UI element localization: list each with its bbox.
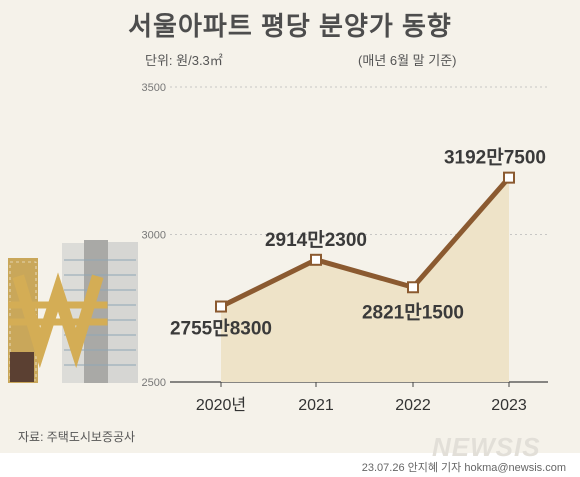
x-tick-label: 2020년 — [196, 396, 246, 414]
chart-title: 서울아파트 평당 분양가 동향 — [128, 11, 452, 41]
basis-note: (매년 6월 말 기준) — [358, 53, 457, 68]
data-point — [407, 281, 419, 294]
x-tick-label: 2021 — [298, 397, 334, 414]
data-label: 3192만7500 — [444, 147, 546, 169]
data-label: 2755만8300 — [170, 318, 272, 340]
data-point — [503, 171, 515, 184]
data-label: 2821만1500 — [362, 301, 464, 323]
credit-line: 23.07.26 안지혜 기자 hokma@newsis.com — [361, 462, 566, 474]
y-tick-label: 2500 — [142, 377, 166, 389]
data-label: 2914만2300 — [265, 229, 367, 251]
series-line — [219, 175, 511, 309]
x-tick-label: 2022 — [395, 397, 431, 414]
x-tick-label: 2023 — [491, 397, 527, 414]
data-point — [310, 253, 322, 266]
building-illustration-icon — [8, 240, 138, 383]
newsis-watermark: NEWSIS — [432, 432, 541, 462]
y-tick-label: 3500 — [142, 82, 166, 94]
data-point — [215, 300, 227, 313]
footer-bar — [0, 453, 580, 477]
unit-label: 단위: 원/3.3㎡ — [145, 53, 223, 68]
won-sign-icon — [8, 272, 108, 369]
source-note: 자료: 주택도시보증공사 — [18, 430, 136, 444]
y-tick-label: 3000 — [142, 230, 166, 242]
area-fill — [221, 177, 509, 382]
chart-svg: 3500 3000 2500 2020년 2021 2022 2023 2755만8300 2… — [8, 82, 548, 414]
